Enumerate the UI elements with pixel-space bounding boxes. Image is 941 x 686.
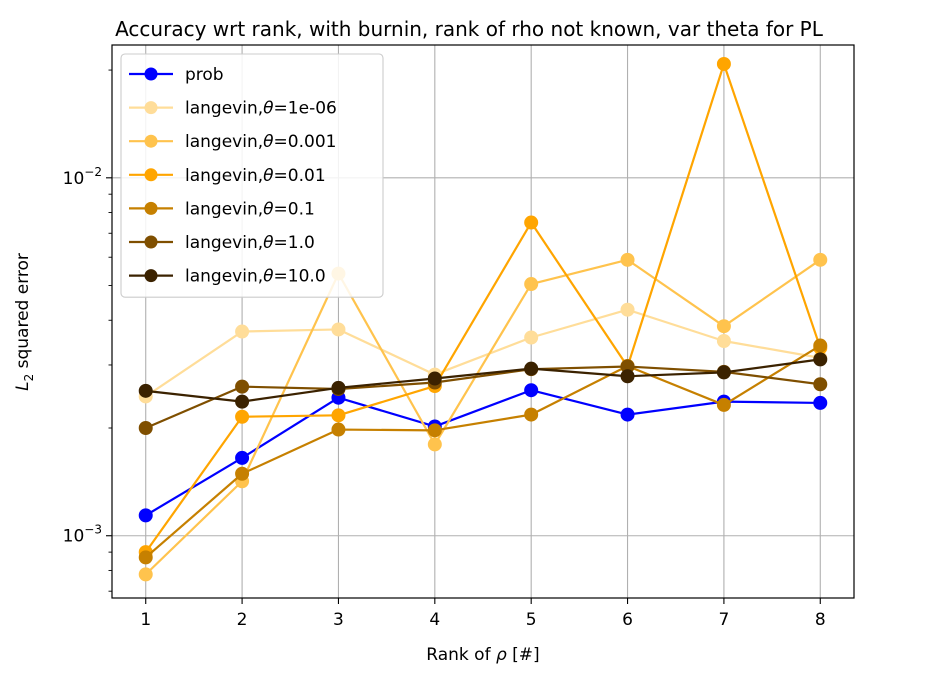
legend-label: langevin,θ=0.01 [185,166,326,186]
legend-label: langevin,θ=1e-06 [185,99,337,119]
legend-marker [144,235,158,249]
data-point [524,330,539,345]
legend-item: langevin,θ=0.01 [129,166,326,186]
data-point [620,369,635,384]
data-point [813,252,828,267]
x-tick-label: 5 [526,610,537,630]
data-point [620,252,635,267]
x-tick-label: 6 [622,610,633,630]
legend-marker [144,134,158,148]
x-tick-label: 2 [237,610,248,630]
data-point [235,450,250,465]
data-point [138,567,153,582]
x-tick-label: 3 [333,610,344,630]
data-point [716,334,731,349]
data-point [331,422,346,437]
data-point [813,377,828,392]
data-point [427,371,442,386]
data-point [235,394,250,409]
legend-label: langevin,θ=1.0 [185,233,315,253]
data-point [524,383,539,398]
data-point [716,397,731,412]
x-tick-label: 8 [815,610,826,630]
y-tick-label: 10−3 [63,523,102,547]
series-line [145,358,821,403]
data-point [331,322,346,337]
legend: prob langevin,θ=1e-06 langevin,θ=0.001 lang… [120,53,384,298]
legend-item: langevin,θ=0.1 [129,199,315,219]
legend-label: langevin,θ=0.001 [185,132,336,152]
data-point [524,277,539,292]
legend-marker [144,201,158,215]
plot-frame [111,44,855,599]
legend-item: langevin,θ=1e-06 [129,99,337,119]
legend-item: langevin,θ=10.0 [129,267,326,287]
data-point [427,423,442,438]
data-point [235,379,250,394]
legend-marker [144,67,158,81]
y-axis: 10−3 10−2 [63,165,112,547]
chart-title: Accuracy wrt rank, with burnin, rank of … [115,17,824,41]
series-line [145,308,821,398]
x-axis: 1 2 3 4 5 6 7 8 [140,598,826,630]
series-layer [138,56,828,582]
legend-marker [144,269,158,283]
data-point [427,437,442,452]
legend-label: langevin,θ=10.0 [185,267,326,287]
series-line [144,62,822,553]
data-point [716,56,731,71]
data-point [813,395,828,410]
data-point [620,302,635,317]
data-point [620,407,635,422]
series-line [144,258,821,576]
series-line [145,365,821,430]
legend-label: langevin,θ=0.1 [185,199,315,219]
data-point [524,361,539,376]
data-point [813,338,828,353]
legend-label: prob [185,65,224,85]
legend-item: langevin,θ=1.0 [129,233,315,253]
x-tick-label: 7 [718,610,729,630]
x-tick-label: 1 [140,610,151,630]
y-tick-label: 10−2 [63,165,102,189]
legend-item: prob [129,65,224,85]
series-line [145,344,821,559]
legend-marker [144,168,158,182]
data-point [138,508,153,523]
data-point [138,420,153,435]
legend-marker [144,101,158,115]
data-point [235,409,250,424]
data-point [138,383,153,398]
data-point [331,380,346,395]
y-axis-label: L2 squared error [13,253,36,391]
x-axis-label: Rank of ρ [#] [426,645,539,665]
legend-box [120,53,384,298]
series-group [138,352,828,409]
data-point [235,466,250,481]
data-point [716,365,731,380]
data-point [138,550,153,565]
data-point [524,215,539,230]
legend-item: langevin,θ=0.001 [129,132,336,152]
data-point [716,319,731,334]
data-point [813,352,828,367]
data-point [331,408,346,423]
data-point [524,407,539,422]
data-point [235,324,250,339]
x-tick-label: 4 [429,610,440,630]
